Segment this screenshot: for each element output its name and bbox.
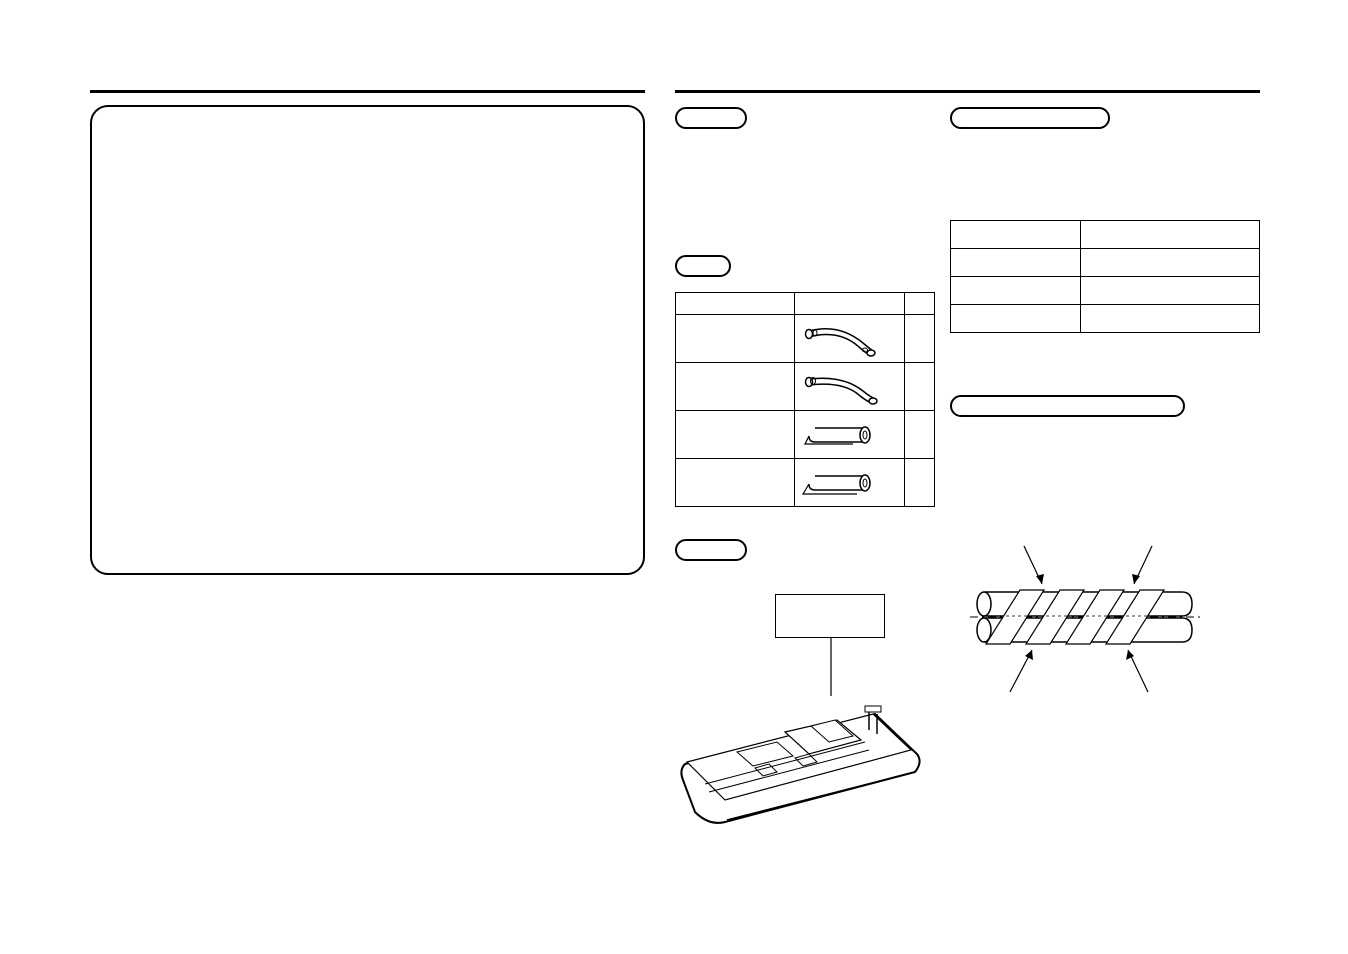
device-callout-box (775, 594, 885, 638)
pill-section-a (675, 107, 747, 129)
right-rule (675, 90, 1260, 93)
part-name-cell (676, 315, 795, 363)
spec-value-cell (1081, 221, 1260, 249)
spec-label-cell (951, 249, 1081, 277)
spec-table (950, 220, 1260, 333)
parts-col-qty (905, 293, 935, 315)
sub-left-column (675, 255, 935, 834)
table-row (951, 249, 1260, 277)
spec-value-cell (1081, 305, 1260, 333)
roll-b-icon (795, 466, 885, 500)
parts-col-diagram (795, 293, 905, 315)
part-name-cell (676, 459, 795, 507)
spec-value-cell (1081, 277, 1260, 305)
pill-parts-heading (675, 255, 731, 277)
part-qty-cell (905, 363, 935, 411)
pill-device-heading (675, 539, 747, 561)
part-diagram-cell (795, 363, 905, 411)
part-diagram-cell (795, 459, 905, 507)
part-diagram-cell (795, 411, 905, 459)
table-row (676, 459, 935, 507)
table-row (951, 305, 1260, 333)
wrapped-tube-icon (950, 542, 1210, 712)
spec-label-cell (951, 221, 1081, 249)
device-block (675, 594, 935, 834)
sub-right-column (950, 220, 1260, 712)
spec-label-cell (951, 277, 1081, 305)
part-name-cell (676, 411, 795, 459)
heading-pills-row-1 (675, 107, 1260, 129)
pill-section-b (950, 107, 1110, 129)
table-row (951, 221, 1260, 249)
document-page (90, 90, 1260, 870)
table-row (676, 315, 935, 363)
part-name-cell (676, 363, 795, 411)
table-row (676, 411, 935, 459)
left-content-box (90, 105, 645, 575)
device-outline-icon (665, 644, 935, 834)
left-rule (90, 90, 645, 93)
spec-value-cell (1081, 249, 1260, 277)
roll-a-icon (795, 418, 885, 452)
pill-wrap-heading (950, 395, 1185, 417)
left-column (90, 90, 645, 575)
right-column (675, 90, 1260, 129)
bent-tube-b-icon (795, 369, 885, 405)
spec-label-cell (951, 305, 1081, 333)
part-qty-cell (905, 411, 935, 459)
bent-tube-a-icon (795, 321, 885, 357)
table-row (676, 363, 935, 411)
table-row (951, 277, 1260, 305)
tube-diagram-block (950, 542, 1260, 712)
part-qty-cell (905, 459, 935, 507)
parts-col-name (676, 293, 795, 315)
part-diagram-cell (795, 315, 905, 363)
parts-table (675, 292, 935, 507)
table-row (676, 293, 935, 315)
part-qty-cell (905, 315, 935, 363)
